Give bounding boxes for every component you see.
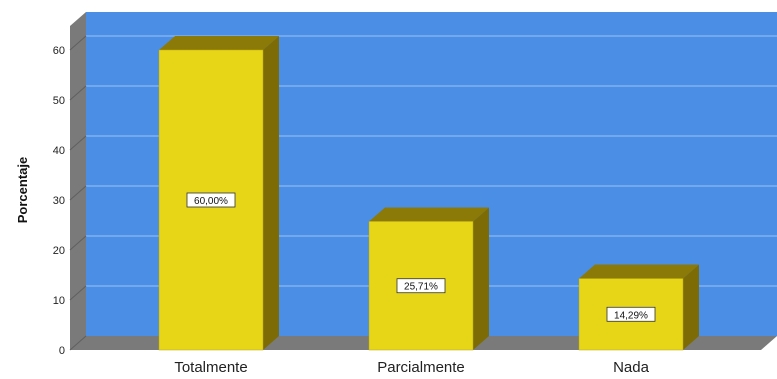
data-label-box <box>606 306 656 322</box>
y-tick-label: 20 <box>53 245 65 257</box>
data-label-box <box>186 192 236 208</box>
wall-gridline <box>69 185 87 201</box>
y-tick-label: 60 <box>53 45 65 57</box>
left-wall <box>70 12 86 350</box>
x-tick-label: Nada <box>613 359 650 376</box>
x-tick-label: Parcialmente <box>377 359 465 376</box>
data-label: 14,29% <box>614 310 648 321</box>
y-axis-ticks: 0 10 20 30 40 50 60 <box>53 45 65 357</box>
x-tick-label: Totalmente <box>174 359 247 376</box>
data-label-box <box>396 278 446 294</box>
wall-gridline <box>69 135 87 151</box>
bar-side <box>263 36 279 350</box>
bar-side <box>473 207 489 350</box>
y-tick-label: 30 <box>53 195 65 207</box>
bar-top <box>369 207 489 222</box>
x-axis-labels: Totalmente Parcialmente Nada <box>174 359 649 376</box>
bar-top <box>579 264 699 279</box>
y-axis-title: Porcentaje <box>15 157 30 223</box>
wall-gridline <box>69 235 87 251</box>
y-tick-label: 10 <box>53 295 65 307</box>
wall-gridline <box>69 335 87 351</box>
y-tick-label: 50 <box>53 95 65 107</box>
bar-side <box>683 264 699 350</box>
y-tick-label: 0 <box>59 345 65 357</box>
bar-top <box>159 36 279 50</box>
data-label: 60,00% <box>194 196 228 207</box>
y-tick-label: 40 <box>53 145 65 157</box>
wall-gridline <box>69 35 87 51</box>
data-label: 25,71% <box>404 282 438 293</box>
wall-gridline <box>69 285 87 301</box>
data-labels: 60,00% 25,71% 14,29% <box>186 192 656 322</box>
wall-gridline <box>69 85 87 101</box>
